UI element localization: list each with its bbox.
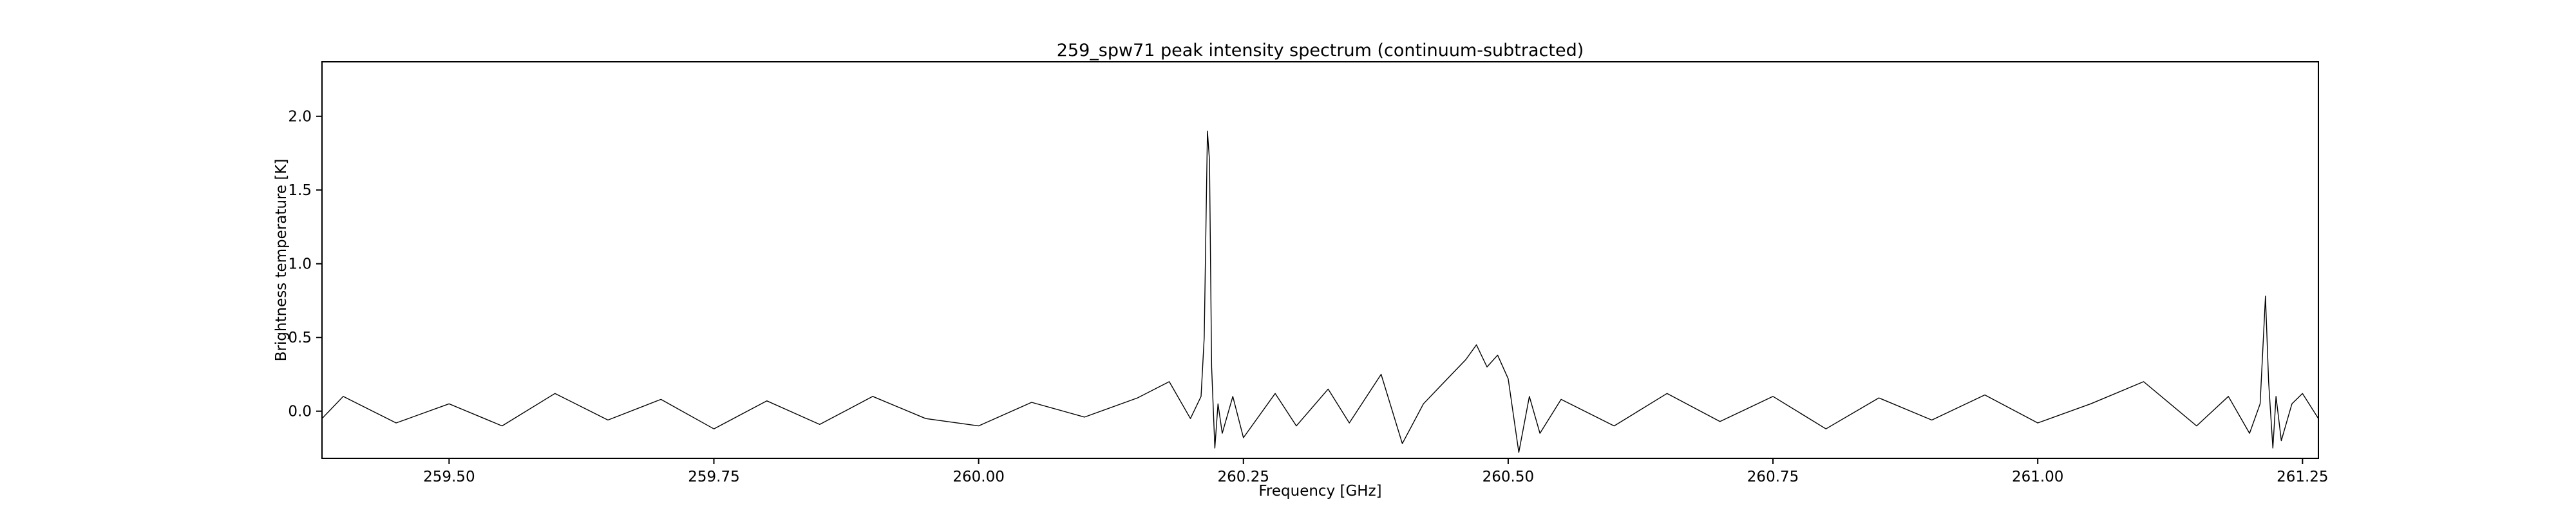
y-axis: 0.0 0.5 1.0 1.5 2.0	[288, 109, 322, 420]
plot-frame	[321, 61, 2319, 459]
x-tick-label: 260.50	[1482, 469, 1534, 485]
y-tick-label: 0.5	[288, 330, 312, 346]
y-tick-label: 1.5	[288, 182, 312, 199]
spectrum-line-0	[321, 130, 2319, 453]
x-tick-label: 260.25	[1218, 469, 1269, 485]
x-tick-label: 261.25	[2277, 469, 2328, 485]
x-tick-label: 260.75	[1747, 469, 1799, 485]
y-tick-label: 2.0	[288, 109, 312, 126]
y-axis-label: Brightness temperature [K]	[273, 159, 290, 362]
x-tick-label: 259.50	[423, 469, 475, 485]
x-tick-label: 261.00	[2012, 469, 2063, 485]
plot-area	[321, 130, 2319, 453]
chart-title: 259_spw71 peak intensity spectrum (conti…	[1057, 41, 1584, 61]
x-axis-label: Frequency [GHz]	[1258, 483, 1381, 500]
y-tick-label: 0.0	[288, 404, 312, 420]
x-tick-label: 260.00	[952, 469, 1004, 485]
y-tick-label: 1.0	[288, 256, 312, 273]
x-axis: 259.50 259.75 260.00 260.25 260.50 260.75 261.…	[423, 458, 2329, 485]
x-tick-label: 259.75	[688, 469, 739, 485]
